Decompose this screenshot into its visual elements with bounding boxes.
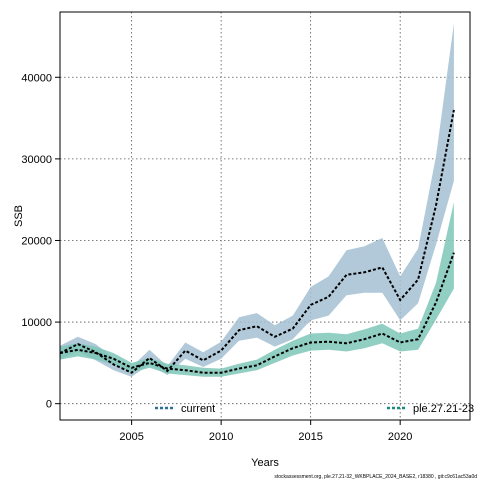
plot-frame bbox=[59, 11, 471, 421]
x-tick-label: 2010 bbox=[209, 431, 233, 443]
y-axis-label: SSB bbox=[13, 205, 25, 227]
series-1-line bbox=[59, 109, 455, 374]
x-axis: 2005 2010 2015 2020 bbox=[119, 420, 412, 443]
series-2-band bbox=[60, 202, 454, 377]
legend: current ple.27.21-23 bbox=[155, 403, 474, 415]
x-tick-label: 2020 bbox=[388, 431, 412, 443]
y-tick-label: 0 bbox=[46, 399, 52, 411]
series-1-band bbox=[60, 23, 454, 377]
series-2-line bbox=[59, 252, 455, 374]
y-tick-label: 30000 bbox=[21, 154, 52, 166]
x-axis-label: Years bbox=[251, 457, 279, 469]
footer-note: stockassessment.org, ple.27.21-32_WKBPLA… bbox=[274, 474, 477, 480]
legend-label-2: ple.27.21-23 bbox=[413, 403, 474, 415]
y-tick-label: 20000 bbox=[21, 235, 52, 247]
y-axis: 0 10000 20000 30000 40000 bbox=[21, 72, 60, 411]
confidence-bands bbox=[60, 23, 454, 377]
series-lines bbox=[59, 109, 455, 374]
y-tick-label: 10000 bbox=[21, 317, 52, 329]
x-tick-label: 2015 bbox=[298, 431, 322, 443]
y-tick-label: 40000 bbox=[21, 72, 52, 84]
x-tick-label: 2005 bbox=[119, 431, 143, 443]
legend-label-1: current bbox=[181, 403, 215, 415]
